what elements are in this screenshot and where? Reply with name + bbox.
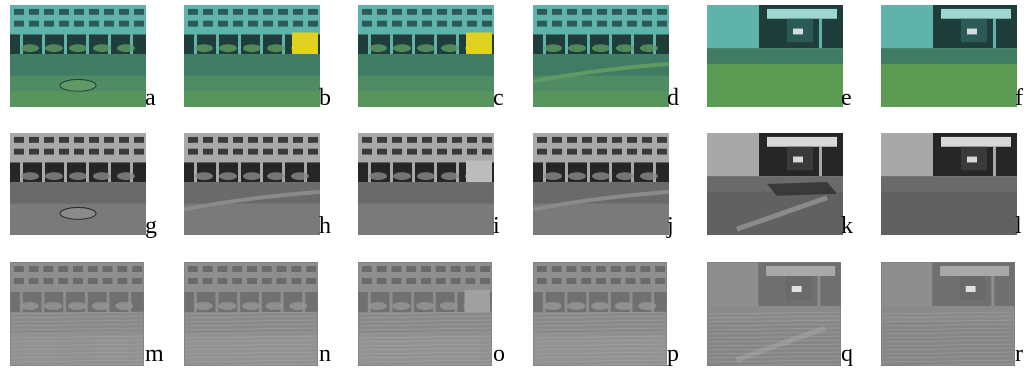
- photo-panel-o: [358, 262, 492, 366]
- photo-panel-l: [881, 133, 1017, 235]
- photo-panel-k: [707, 133, 843, 235]
- panel-label-h: h: [319, 213, 331, 239]
- photo-panel-b: [184, 5, 320, 107]
- panel-label-q: q: [841, 341, 853, 367]
- photo-image-m: [10, 262, 144, 366]
- photo-image-n: [184, 262, 318, 366]
- panel-label-j: j: [667, 213, 674, 239]
- panel-label-b: b: [319, 85, 331, 111]
- photo-image-l: [881, 133, 1017, 235]
- photo-panel-e: [707, 5, 843, 107]
- panel-label-n: n: [319, 341, 331, 367]
- panel-label-k: k: [841, 213, 853, 239]
- photo-panel-d: [533, 5, 669, 107]
- photo-panel-m: [10, 262, 144, 366]
- photo-image-d: [533, 5, 669, 107]
- panel-label-l: l: [1015, 213, 1022, 239]
- panel-label-o: o: [493, 341, 505, 367]
- photo-image-p: [533, 262, 667, 366]
- panel-label-p: p: [667, 341, 679, 367]
- photo-panel-c: [358, 5, 494, 107]
- photo-image-j: [533, 133, 669, 235]
- panel-label-m: m: [145, 341, 164, 367]
- photo-image-i: [358, 133, 494, 235]
- panel-label-e: e: [841, 85, 852, 111]
- photo-image-h: [184, 133, 320, 235]
- photo-panel-h: [184, 133, 320, 235]
- photo-panel-j: [533, 133, 669, 235]
- photo-image-q: [707, 262, 841, 366]
- photo-panel-n: [184, 262, 318, 366]
- photo-image-b: [184, 5, 320, 107]
- panel-label-g: g: [145, 213, 157, 239]
- photo-panel-r: [881, 262, 1015, 366]
- photo-image-k: [707, 133, 843, 235]
- photo-image-c: [358, 5, 494, 107]
- photo-image-r: [881, 262, 1015, 366]
- photo-panel-g: [10, 133, 146, 235]
- panel-label-f: f: [1015, 85, 1023, 111]
- panel-label-r: r: [1015, 341, 1023, 367]
- photo-panel-f: [881, 5, 1017, 107]
- photo-panel-a: [10, 5, 146, 107]
- photo-panel-q: [707, 262, 841, 366]
- photo-image-o: [358, 262, 492, 366]
- panel-label-d: d: [667, 85, 679, 111]
- panel-label-a: a: [145, 85, 156, 111]
- photo-image-f: [881, 5, 1017, 107]
- photo-image-a: [10, 5, 146, 107]
- panel-label-c: c: [493, 85, 504, 111]
- photo-image-e: [707, 5, 843, 107]
- photo-image-g: [10, 133, 146, 235]
- photo-panel-i: [358, 133, 494, 235]
- panel-label-i: i: [493, 213, 500, 239]
- photo-panel-p: [533, 262, 667, 366]
